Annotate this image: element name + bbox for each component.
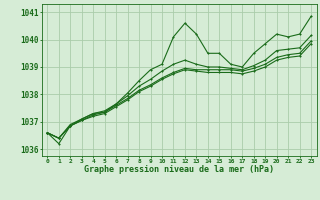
X-axis label: Graphe pression niveau de la mer (hPa): Graphe pression niveau de la mer (hPa) (84, 165, 274, 174)
